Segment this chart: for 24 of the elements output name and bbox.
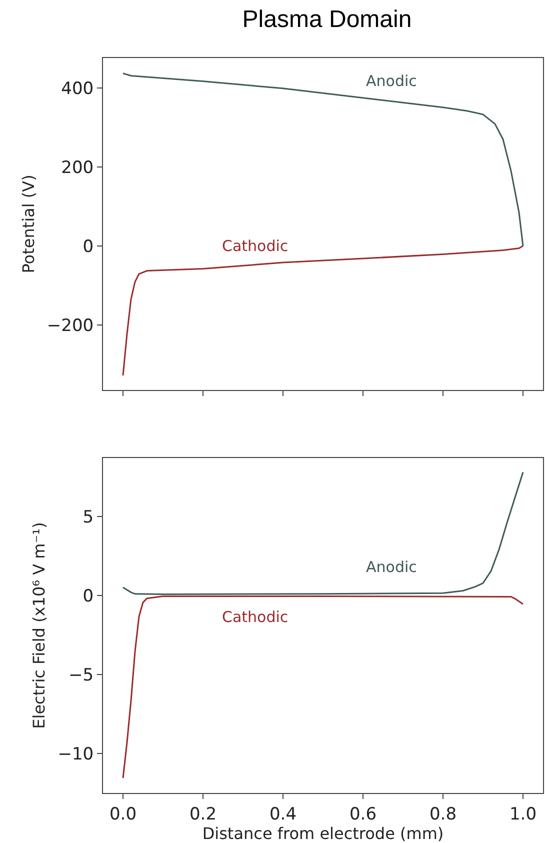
y-tick-label: 200 — [61, 158, 94, 178]
x-tick-label: 0.2 — [189, 804, 217, 824]
x-tick-label: 1.0 — [509, 804, 537, 824]
line-series — [122, 596, 524, 779]
x-tick-label: 0.0 — [109, 804, 137, 824]
y-axis-title: Potential (V) — [18, 174, 38, 274]
x-tick-label: 0.6 — [349, 804, 377, 824]
line-series — [122, 471, 524, 595]
series-label: Anodic — [366, 558, 417, 576]
y-tick-label: 0 — [82, 586, 94, 606]
y-tick-label: −5 — [68, 665, 94, 686]
x-tick-label: 0.8 — [429, 804, 457, 824]
y-tick-label: 0 — [82, 236, 94, 257]
series-label: Cathodic — [222, 608, 288, 626]
y-tick-label: −10 — [58, 744, 94, 764]
y-tick-label: 400 — [61, 78, 94, 99]
y-tick-label: −200 — [46, 316, 94, 336]
chart-title: Plasma Domain — [242, 6, 412, 33]
series-label: Anodic — [366, 72, 417, 90]
x-axis-title: Distance from electrode (mm) — [202, 824, 444, 843]
series-label: Cathodic — [222, 237, 288, 255]
x-tick-label: 0.4 — [269, 804, 297, 824]
y-tick-label: 5 — [82, 507, 94, 528]
y-axis-title: Electric Field (x10⁶ V m⁻¹) — [30, 522, 49, 729]
